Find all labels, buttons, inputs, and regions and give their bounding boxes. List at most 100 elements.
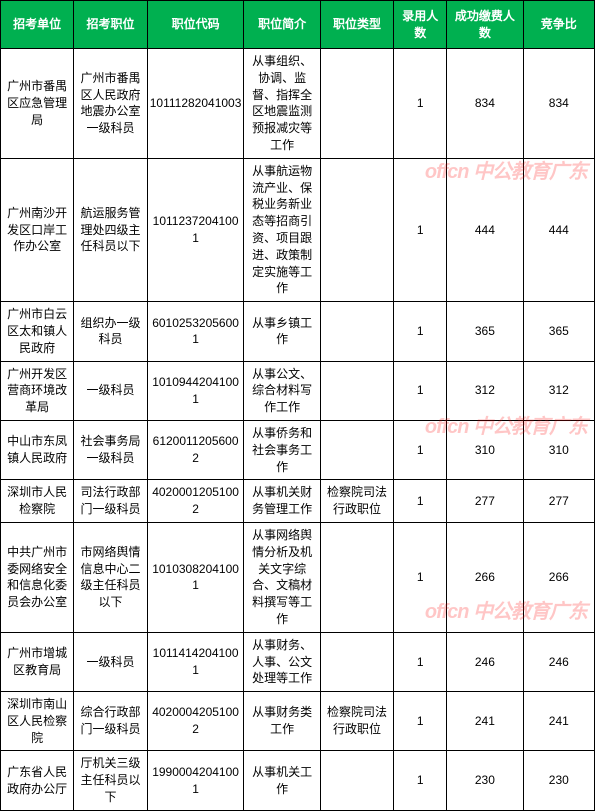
cell-type — [320, 302, 393, 361]
cell-code: 10112372041001 — [147, 158, 244, 301]
col-header-hire: 录用人数 — [394, 1, 447, 49]
table-row: 中共广州市委网络安全和信息化委员会办公室市网络舆情信息中心二级主任科员以下101… — [1, 522, 595, 632]
cell-ratio: 365 — [523, 302, 594, 361]
table-row: 广州市白云区太和镇人民政府组织办一级科员60102532056001从事乡镇工作… — [1, 302, 595, 361]
cell-post: 社会事务局一级科员 — [74, 420, 147, 479]
cell-hire: 1 — [394, 632, 447, 691]
table-row: 广东省人民政府办公厅厅机关三级主任科员以下19900042041001从事机关工… — [1, 751, 595, 810]
cell-type — [320, 49, 393, 159]
cell-type — [320, 361, 393, 420]
recruitment-table: 招考单位 招考职位 职位代码 职位简介 职位类型 录用人数 成功缴费人数 竞争比… — [0, 0, 595, 811]
cell-type: 检察院司法行政职位 — [320, 692, 393, 751]
cell-unit: 广州市番禺区应急管理局 — [1, 49, 74, 159]
cell-desc: 从事财务、人事、公文处理等工作 — [244, 632, 320, 691]
cell-hire: 1 — [394, 361, 447, 420]
cell-hire: 1 — [394, 692, 447, 751]
cell-hire: 1 — [394, 158, 447, 301]
cell-hire: 1 — [394, 302, 447, 361]
cell-desc: 从事网络舆情分析及机关文字综合、文稿材料撰写等工作 — [244, 522, 320, 632]
cell-paid: 241 — [447, 692, 523, 751]
cell-hire: 1 — [394, 420, 447, 479]
cell-ratio: 834 — [523, 49, 594, 159]
cell-post: 广州市番禺区人民政府地震办公室一级科员 — [74, 49, 147, 159]
cell-code: 61200112056002 — [147, 420, 244, 479]
cell-hire: 1 — [394, 49, 447, 159]
cell-paid: 444 — [447, 158, 523, 301]
cell-type: 检察院司法行政职位 — [320, 480, 393, 523]
cell-unit: 深圳市人民检察院 — [1, 480, 74, 523]
cell-code: 10114142041001 — [147, 632, 244, 691]
col-header-paid: 成功缴费人数 — [447, 1, 523, 49]
cell-ratio: 310 — [523, 420, 594, 479]
cell-unit: 中共广州市委网络安全和信息化委员会办公室 — [1, 522, 74, 632]
cell-code: 10109442041001 — [147, 361, 244, 420]
cell-code: 10103082041001 — [147, 522, 244, 632]
table-row: 广州市番禺区应急管理局广州市番禺区人民政府地震办公室一级科员1011128204… — [1, 49, 595, 159]
header-row: 招考单位 招考职位 职位代码 职位简介 职位类型 录用人数 成功缴费人数 竞争比 — [1, 1, 595, 49]
cell-type — [320, 420, 393, 479]
cell-paid: 365 — [447, 302, 523, 361]
cell-ratio: 241 — [523, 692, 594, 751]
table-row: 广州市增城区教育局一级科员10114142041001从事财务、人事、公文处理等… — [1, 632, 595, 691]
cell-code: 19900042041001 — [147, 751, 244, 810]
cell-paid: 834 — [447, 49, 523, 159]
cell-type — [320, 158, 393, 301]
cell-post: 厅机关三级主任科员以下 — [74, 751, 147, 810]
cell-desc: 从事财务类工作 — [244, 692, 320, 751]
col-header-code: 职位代码 — [147, 1, 244, 49]
cell-paid: 277 — [447, 480, 523, 523]
cell-post: 司法行政部门一级科员 — [74, 480, 147, 523]
col-header-unit: 招考单位 — [1, 1, 74, 49]
cell-hire: 1 — [394, 480, 447, 523]
cell-unit: 中山市东凤镇人民政府 — [1, 420, 74, 479]
cell-desc: 从事公文、综合材料写作工作 — [244, 361, 320, 420]
cell-ratio: 277 — [523, 480, 594, 523]
cell-paid: 230 — [447, 751, 523, 810]
cell-desc: 从事乡镇工作 — [244, 302, 320, 361]
cell-hire: 1 — [394, 751, 447, 810]
cell-code: 10111282041003 — [147, 49, 244, 159]
cell-unit: 广州南沙开发区口岸工作办公室 — [1, 158, 74, 301]
cell-post: 组织办一级科员 — [74, 302, 147, 361]
table-body: 广州市番禺区应急管理局广州市番禺区人民政府地震办公室一级科员1011128204… — [1, 49, 595, 811]
cell-post: 航运服务管理处四级主任科员以下 — [74, 158, 147, 301]
cell-code: 40200042051002 — [147, 692, 244, 751]
cell-desc: 从事机关工作 — [244, 751, 320, 810]
col-header-post: 招考职位 — [74, 1, 147, 49]
table-row: 广州南沙开发区口岸工作办公室航运服务管理处四级主任科员以下10112372041… — [1, 158, 595, 301]
cell-paid: 310 — [447, 420, 523, 479]
col-header-ratio: 竞争比 — [523, 1, 594, 49]
cell-desc: 从事侨务和社会事务工作 — [244, 420, 320, 479]
cell-ratio: 246 — [523, 632, 594, 691]
table-row: 广州开发区营商环境改革局一级科员10109442041001从事公文、综合材料写… — [1, 361, 595, 420]
cell-paid: 312 — [447, 361, 523, 420]
cell-ratio: 230 — [523, 751, 594, 810]
cell-post: 一级科员 — [74, 632, 147, 691]
cell-ratio: 312 — [523, 361, 594, 420]
cell-unit: 广东省人民政府办公厅 — [1, 751, 74, 810]
cell-code: 60102532056001 — [147, 302, 244, 361]
cell-post: 市网络舆情信息中心二级主任科员以下 — [74, 522, 147, 632]
cell-unit: 广州开发区营商环境改革局 — [1, 361, 74, 420]
cell-code: 40200012051002 — [147, 480, 244, 523]
cell-paid: 266 — [447, 522, 523, 632]
cell-type — [320, 751, 393, 810]
table-row: 深圳市人民检察院司法行政部门一级科员40200012051002从事机关财务管理… — [1, 480, 595, 523]
cell-paid: 246 — [447, 632, 523, 691]
col-header-desc: 职位简介 — [244, 1, 320, 49]
cell-unit: 深圳市南山区人民检察院 — [1, 692, 74, 751]
cell-hire: 1 — [394, 522, 447, 632]
col-header-type: 职位类型 — [320, 1, 393, 49]
cell-type — [320, 632, 393, 691]
cell-desc: 从事机关财务管理工作 — [244, 480, 320, 523]
table-row: 深圳市南山区人民检察院综合行政部门一级科员40200042051002从事财务类… — [1, 692, 595, 751]
cell-post: 综合行政部门一级科员 — [74, 692, 147, 751]
cell-unit: 广州市增城区教育局 — [1, 632, 74, 691]
cell-desc: 从事航运物流产业、保税业务新业态等招商引资、项目跟进、政策制定实施等工作 — [244, 158, 320, 301]
cell-ratio: 266 — [523, 522, 594, 632]
cell-type — [320, 522, 393, 632]
cell-ratio: 444 — [523, 158, 594, 301]
cell-post: 一级科员 — [74, 361, 147, 420]
cell-desc: 从事组织、协调、监督、指挥全区地震监测预报减灾等工作 — [244, 49, 320, 159]
cell-unit: 广州市白云区太和镇人民政府 — [1, 302, 74, 361]
